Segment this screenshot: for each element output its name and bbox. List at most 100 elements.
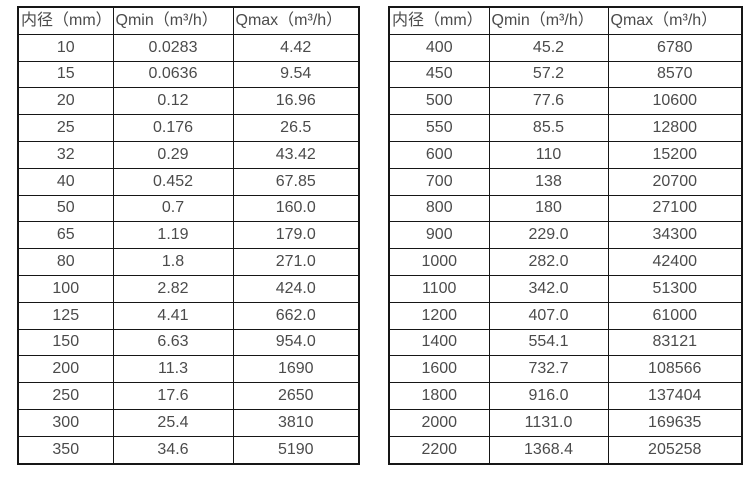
table-row: 1600 732.7 108566 (388, 355, 743, 384)
table-cell: 9.54 (232, 60, 360, 89)
table-cell: 2000 (388, 408, 490, 437)
table-cell: 20 (17, 87, 114, 116)
table-cell: 1000 (388, 248, 490, 276)
table-cell: 65 (17, 221, 114, 250)
table-cell: 10 (17, 33, 114, 62)
table-cell: 3810 (232, 408, 360, 437)
table-cell: 600 (388, 140, 490, 169)
table-cell: 350 (17, 435, 114, 465)
table-cell: 10600 (607, 87, 743, 116)
table-row: 200 11.3 1690 (17, 355, 360, 384)
table-cell: 700 (388, 167, 490, 196)
table-cell: 0.12 (112, 87, 234, 116)
table-cell: 25 (17, 114, 114, 142)
table-cell: 0.0636 (112, 60, 234, 89)
table-cell: 80 (17, 248, 114, 276)
table-cell: 57.2 (488, 60, 609, 89)
table-row: 150 6.63 954.0 (17, 328, 360, 357)
table-row: 800 180 27100 (388, 194, 743, 223)
column-header: 内径（mm） (17, 6, 114, 35)
table-cell: 45.2 (488, 33, 609, 62)
table-body: 10 0.0283 4.42 15 0.0636 9.54 20 0.12 16.96 25 0.1… (17, 33, 360, 465)
table-row: 20 0.12 16.96 (17, 87, 360, 116)
table-cell: 77.6 (488, 87, 609, 116)
table-cell: 32 (17, 140, 114, 169)
table-cell: 300 (17, 408, 114, 437)
table-cell: 282.0 (488, 248, 609, 276)
table-row: 内径（mm） Qmin（m³/h） Qmax（m³/h） (388, 6, 743, 35)
table-cell: 15200 (607, 140, 743, 169)
table-cell: 51300 (607, 274, 743, 303)
column-header: Qmin（m³/h） (488, 6, 609, 35)
table-cell: 125 (17, 301, 114, 330)
table-cell: 180 (488, 194, 609, 223)
table-row: 内径（mm） Qmin（m³/h） Qmax（m³/h） (17, 6, 360, 35)
table-cell: 85.5 (488, 114, 609, 142)
table-row: 32 0.29 43.42 (17, 140, 360, 169)
flow-range-table-large-diameters: 内径（mm） Qmin（m³/h） Qmax（m³/h） 400 45.2 6780 45… (388, 6, 743, 465)
table-row: 1100 342.0 51300 (388, 274, 743, 303)
table-row: 1200 407.0 61000 (388, 301, 743, 330)
table-row: 2200 1368.4 205258 (388, 435, 743, 465)
table-cell: 11.3 (112, 355, 234, 384)
table-cell: 4.42 (232, 33, 360, 62)
table-cell: 17.6 (112, 382, 234, 410)
table-cell: 1.19 (112, 221, 234, 250)
column-header: 内径（mm） (388, 6, 490, 35)
table-cell: 34.6 (112, 435, 234, 465)
table-row: 1000 282.0 42400 (388, 248, 743, 276)
table-cell: 83121 (607, 328, 743, 357)
table-cell: 400 (388, 33, 490, 62)
table-cell: 0.452 (112, 167, 234, 196)
table-cell: 12800 (607, 114, 743, 142)
table-row: 400 45.2 6780 (388, 33, 743, 62)
column-header: Qmin（m³/h） (112, 6, 234, 35)
table-cell: 138 (488, 167, 609, 196)
table-row: 25 0.176 26.5 (17, 114, 360, 142)
table-row: 40 0.452 67.85 (17, 167, 360, 196)
table-cell: 1100 (388, 274, 490, 303)
table-cell: 169635 (607, 408, 743, 437)
table-cell: 61000 (607, 301, 743, 330)
table-cell: 550 (388, 114, 490, 142)
table-cell: 0.7 (112, 194, 234, 223)
table-row: 10 0.0283 4.42 (17, 33, 360, 62)
table-cell: 27100 (607, 194, 743, 223)
table-cell: 137404 (607, 382, 743, 410)
table-row: 100 2.82 424.0 (17, 274, 360, 303)
table-cell: 1368.4 (488, 435, 609, 465)
table-cell: 1400 (388, 328, 490, 357)
table-cell: 179.0 (232, 221, 360, 250)
table-cell: 407.0 (488, 301, 609, 330)
table-cell: 1.8 (112, 248, 234, 276)
table-cell: 25.4 (112, 408, 234, 437)
table-row: 350 34.6 5190 (17, 435, 360, 465)
table-cell: 900 (388, 221, 490, 250)
table-row: 450 57.2 8570 (388, 60, 743, 89)
table-row: 300 25.4 3810 (17, 408, 360, 437)
table-cell: 1600 (388, 355, 490, 384)
table-row: 1400 554.1 83121 (388, 328, 743, 357)
table-row: 700 138 20700 (388, 167, 743, 196)
table-cell: 2650 (232, 382, 360, 410)
table-row: 900 229.0 34300 (388, 221, 743, 250)
table-cell: 1690 (232, 355, 360, 384)
table-row: 15 0.0636 9.54 (17, 60, 360, 89)
table-cell: 8570 (607, 60, 743, 89)
table-cell: 42400 (607, 248, 743, 276)
table-cell: 67.85 (232, 167, 360, 196)
table-row: 65 1.19 179.0 (17, 221, 360, 250)
table-header-row: 内径（mm） Qmin（m³/h） Qmax（m³/h） (17, 6, 360, 35)
table-row: 500 77.6 10600 (388, 87, 743, 116)
table-cell: 6780 (607, 33, 743, 62)
table-cell: 424.0 (232, 274, 360, 303)
table-cell: 200 (17, 355, 114, 384)
table-cell: 43.42 (232, 140, 360, 169)
table-cell: 2200 (388, 435, 490, 465)
table-cell: 662.0 (232, 301, 360, 330)
flow-range-table-small-diameters: 内径（mm） Qmin（m³/h） Qmax（m³/h） 10 0.0283 4.42 1… (17, 6, 360, 465)
table-cell: 554.1 (488, 328, 609, 357)
table-cell: 0.0283 (112, 33, 234, 62)
table-cell: 271.0 (232, 248, 360, 276)
table-cell: 0.29 (112, 140, 234, 169)
